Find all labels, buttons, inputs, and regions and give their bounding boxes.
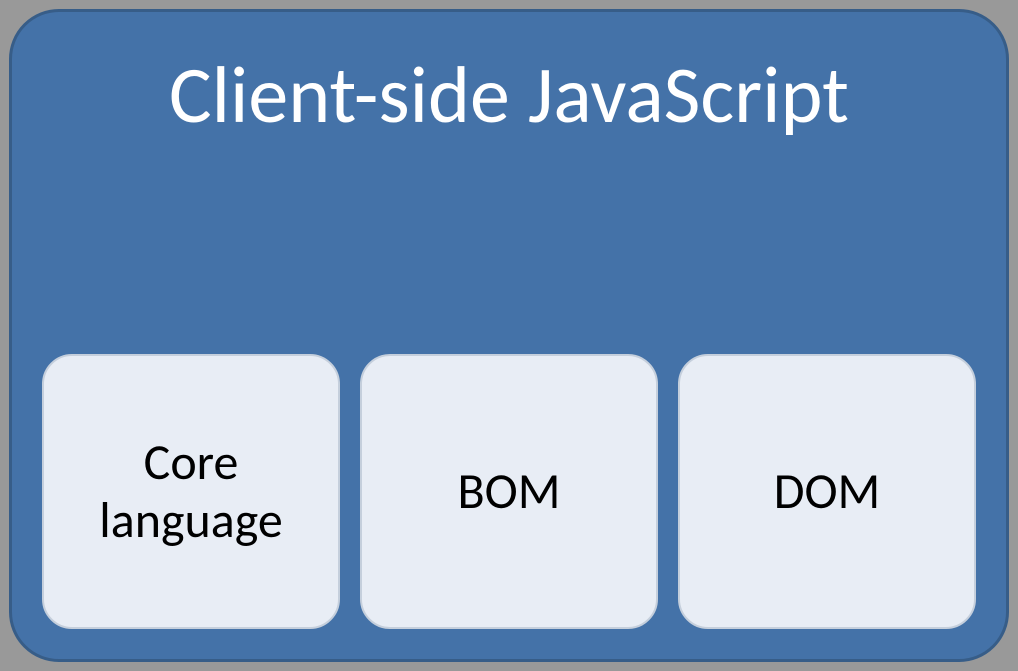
boxes-row: Core language BOM DOM bbox=[42, 354, 976, 629]
diagram-container: Client-side JavaScript Core language BOM… bbox=[9, 9, 1009, 662]
box-core-language: Core language bbox=[42, 354, 340, 629]
diagram-title: Client-side JavaScript bbox=[42, 47, 976, 144]
box-dom: DOM bbox=[678, 354, 976, 629]
box-bom: BOM bbox=[360, 354, 658, 629]
